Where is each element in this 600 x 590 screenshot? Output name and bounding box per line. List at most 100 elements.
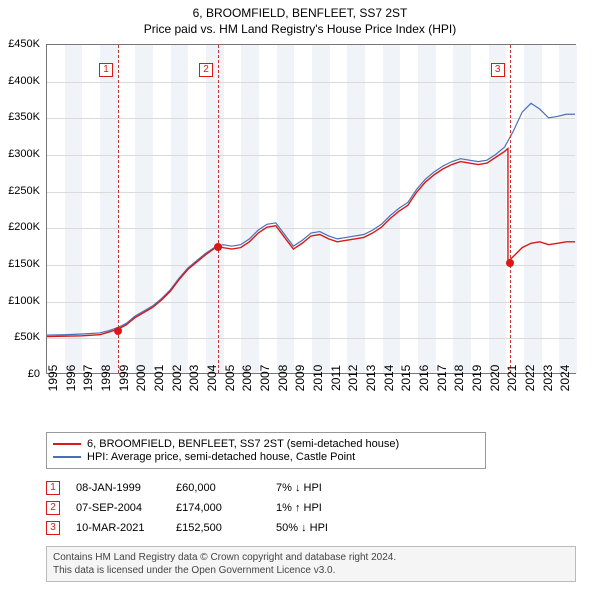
x-tick-label: 2023 [541, 365, 555, 392]
gridline [47, 338, 575, 339]
y-tick-label: £300K [0, 148, 40, 160]
sale-dot [114, 327, 122, 335]
x-tick-label: 2019 [470, 365, 484, 392]
x-tick-label: 2014 [382, 365, 396, 392]
x-tick-label: 1995 [46, 365, 60, 392]
sale-date: 08-JAN-1999 [76, 482, 176, 494]
y-tick-label: £400K [0, 75, 40, 87]
gridline [47, 118, 575, 119]
x-tick-label: 2013 [364, 365, 378, 392]
x-tick-label: 1998 [99, 365, 113, 392]
year-band [524, 45, 542, 373]
gridline [47, 192, 575, 193]
titles: 6, BROOMFIELD, BENFLEET, SS7 2ST Price p… [0, 0, 600, 36]
sale-date: 07-SEP-2004 [76, 502, 176, 514]
y-tick-label: £450K [0, 38, 40, 50]
x-tick-label: 1999 [117, 365, 131, 392]
y-tick-label: £100K [0, 295, 40, 307]
sale-num: 3 [46, 521, 60, 535]
sale-list: 1 08-JAN-1999£60,0007% ↓ HPI 2 07-SEP-2004£… [46, 478, 386, 538]
x-tick-label: 2021 [505, 365, 519, 392]
x-tick-label: 2004 [205, 365, 219, 392]
title-address: 6, BROOMFIELD, BENFLEET, SS7 2ST [0, 6, 600, 20]
sale-num: 2 [46, 501, 60, 515]
x-tick-label: 2022 [523, 365, 537, 392]
gridline [47, 228, 575, 229]
year-band [135, 45, 153, 373]
sale-vline [118, 45, 119, 373]
legend-swatch-property [53, 443, 81, 445]
x-tick-label: 2015 [399, 365, 413, 392]
sale-row: 2 07-SEP-2004£174,0001% ↑ HPI [46, 498, 386, 518]
x-tick-label: 2017 [435, 365, 449, 392]
legend-item-hpi: HPI: Average price, semi-detached house,… [53, 451, 479, 463]
x-tick-label: 2020 [488, 365, 502, 392]
y-tick-label: £350K [0, 111, 40, 123]
x-tick-label: 2024 [558, 365, 572, 392]
sale-callout: 3 [491, 63, 505, 77]
y-tick-label: £200K [0, 221, 40, 233]
year-band [559, 45, 577, 373]
y-tick-label: £50K [0, 331, 40, 343]
x-tick-label: 2002 [170, 365, 184, 392]
x-tick-label: 1997 [81, 365, 95, 392]
sale-row: 1 08-JAN-1999£60,0007% ↓ HPI [46, 478, 386, 498]
plot-area: 1 2 3 [46, 44, 576, 374]
x-tick-label: 2003 [187, 365, 201, 392]
footer-line1: Contains HM Land Registry data © Crown c… [53, 551, 569, 564]
footer-line2: This data is licensed under the Open Gov… [53, 564, 569, 577]
sale-dot [506, 259, 514, 267]
sale-pct: 1% ↑ HPI [276, 502, 386, 514]
legend-label-property: 6, BROOMFIELD, BENFLEET, SS7 2ST (semi-d… [87, 438, 399, 450]
y-tick-label: £250K [0, 185, 40, 197]
sale-callout: 1 [99, 63, 113, 77]
year-band [171, 45, 189, 373]
x-tick-label: 2018 [452, 365, 466, 392]
year-band [206, 45, 224, 373]
gridline [47, 155, 575, 156]
year-band [418, 45, 436, 373]
x-tick-label: 2010 [311, 365, 325, 392]
sale-price: £60,000 [176, 482, 276, 494]
year-band [489, 45, 507, 373]
legend-label-hpi: HPI: Average price, semi-detached house,… [87, 451, 355, 463]
sale-dot [214, 243, 222, 251]
x-tick-label: 2000 [134, 365, 148, 392]
sale-date: 10-MAR-2021 [76, 522, 176, 534]
gridline [47, 302, 575, 303]
x-tick-label: 2001 [152, 365, 166, 392]
x-tick-label: 2007 [258, 365, 272, 392]
sale-callout: 2 [199, 63, 213, 77]
year-band [383, 45, 401, 373]
x-tick-label: 2009 [293, 365, 307, 392]
footer: Contains HM Land Registry data © Crown c… [46, 546, 576, 582]
sale-price: £174,000 [176, 502, 276, 514]
year-band [100, 45, 118, 373]
year-band [241, 45, 259, 373]
x-tick-label: 2006 [240, 365, 254, 392]
gridline [47, 265, 575, 266]
x-tick-label: 2005 [223, 365, 237, 392]
sale-vline [510, 45, 511, 373]
y-tick-label: £150K [0, 258, 40, 270]
year-band [347, 45, 365, 373]
chart-container: 6, BROOMFIELD, BENFLEET, SS7 2ST Price p… [0, 0, 600, 590]
year-band [65, 45, 83, 373]
sale-row: 310-MAR-2021£152,50050% ↓ HPI [46, 518, 386, 538]
x-tick-label: 2011 [329, 365, 343, 391]
sale-pct: 50% ↓ HPI [276, 522, 386, 534]
sale-pct: 7% ↓ HPI [276, 482, 386, 494]
sale-vline [218, 45, 219, 373]
year-band [453, 45, 471, 373]
y-tick-label: £0 [0, 368, 40, 380]
x-tick-label: 2016 [417, 365, 431, 392]
sale-num: 1 [46, 481, 60, 495]
year-band [312, 45, 330, 373]
legend: 6, BROOMFIELD, BENFLEET, SS7 2ST (semi-d… [46, 432, 486, 469]
legend-item-property: 6, BROOMFIELD, BENFLEET, SS7 2ST (semi-d… [53, 438, 479, 450]
x-tick-label: 2008 [276, 365, 290, 392]
chart-area: 123 £0£50K£100K£150K£200K£250K£300K£350K… [46, 44, 576, 374]
x-tick-label: 2012 [346, 365, 360, 392]
title-subtitle: Price paid vs. HM Land Registry's House … [0, 22, 600, 36]
gridline [47, 82, 575, 83]
